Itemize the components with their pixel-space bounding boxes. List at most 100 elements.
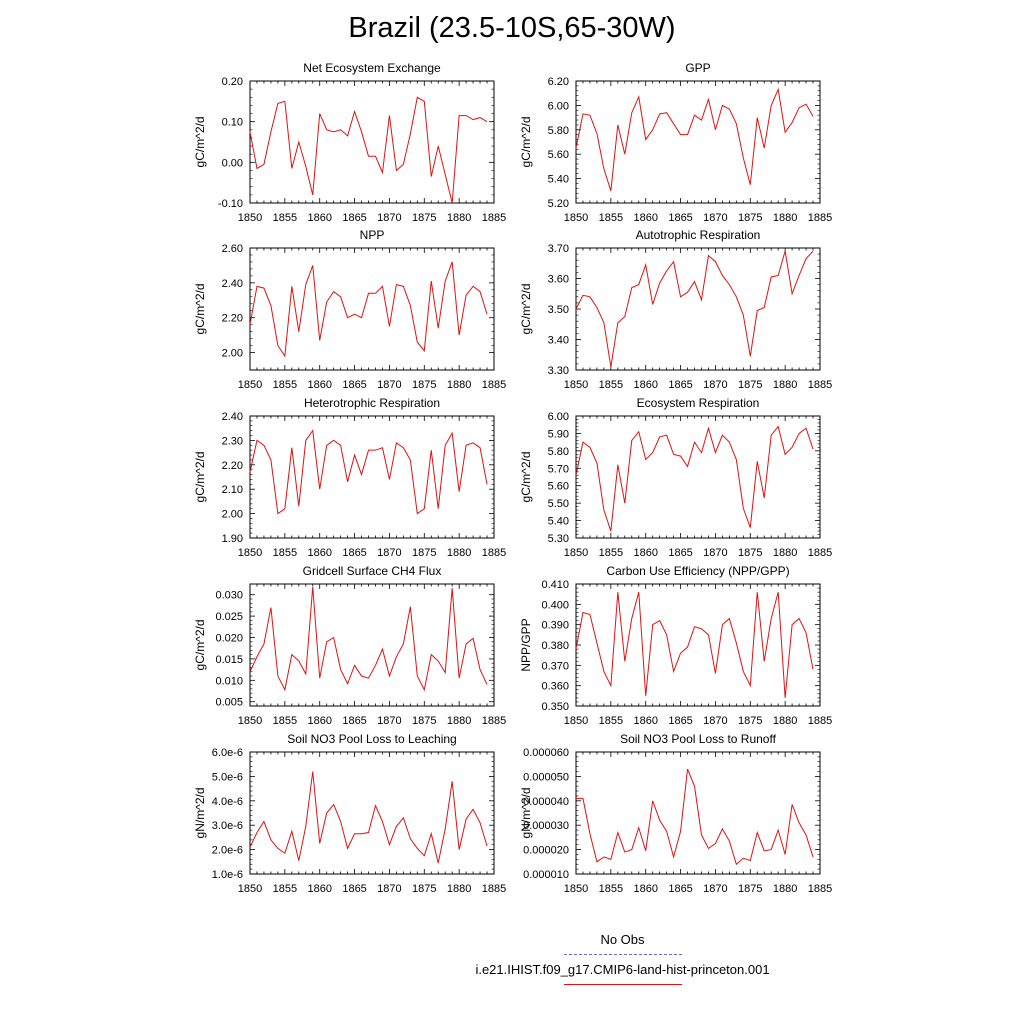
plot-frame bbox=[249, 415, 495, 539]
y-tick-label: 4.0e-6 bbox=[212, 796, 243, 808]
x-tick-label: 1870 bbox=[377, 883, 401, 895]
y-tick-label: 5.60 bbox=[548, 149, 569, 161]
y-tick-label: 5.60 bbox=[548, 481, 569, 493]
x-tick-label: 1855 bbox=[599, 883, 623, 895]
series-line bbox=[575, 250, 814, 368]
y-tick-label: 6.00 bbox=[548, 411, 569, 423]
plot-frame bbox=[575, 415, 821, 539]
y-tick-label: 0.000020 bbox=[523, 845, 569, 857]
chart-panel-2: GPP gC/m^2/d 1850 1855 1860 1865 1870 1875 1880 1… bbox=[519, 61, 832, 224]
x-tick-label: 1870 bbox=[377, 547, 401, 559]
plot-frame bbox=[249, 80, 495, 204]
x-tick-label: 1850 bbox=[238, 379, 262, 391]
series-line bbox=[575, 425, 814, 532]
x-tick-label: 1855 bbox=[273, 883, 297, 895]
x-tick-label: 1860 bbox=[307, 212, 331, 224]
x-tick-label: 1865 bbox=[668, 715, 692, 727]
x-tick-label: 1885 bbox=[808, 379, 832, 391]
x-tick-label: 1870 bbox=[703, 379, 727, 391]
x-tick-label: 1885 bbox=[808, 715, 832, 727]
series-line bbox=[249, 586, 488, 692]
panel-title: Carbon Use Efficiency (NPP/GPP) bbox=[606, 564, 789, 578]
x-tick-label: 1880 bbox=[773, 883, 797, 895]
x-tick-label: 1875 bbox=[412, 547, 436, 559]
x-tick-label: 1875 bbox=[738, 883, 762, 895]
figure-title: Brazil (23.5-10S,65-30W) bbox=[348, 12, 676, 44]
y-tick-label: 0.000030 bbox=[523, 820, 569, 832]
y-tick-label: 0.000050 bbox=[523, 771, 569, 783]
x-tick-label: 1875 bbox=[412, 883, 436, 895]
y-axis-label: gC/m^2/d bbox=[193, 117, 207, 168]
y-tick-label: 2.10 bbox=[222, 484, 243, 496]
x-tick-label: 1865 bbox=[668, 379, 692, 391]
panel-title: Soil NO3 Pool Loss to Runoff bbox=[620, 732, 777, 746]
x-tick-label: 1855 bbox=[273, 379, 297, 391]
chart-panel-8: Carbon Use Efficiency (NPP/GPP) NPP/GPP 18… bbox=[519, 564, 832, 727]
series-line bbox=[249, 429, 488, 515]
x-tick-label: 1865 bbox=[342, 212, 366, 224]
x-tick-label: 1860 bbox=[633, 883, 657, 895]
panel-title: NPP bbox=[360, 228, 385, 242]
chart-panel-10: Soil NO3 Pool Loss to Runoff gN/m^2/d 1850… bbox=[519, 732, 832, 895]
x-tick-label: 1870 bbox=[703, 212, 727, 224]
panel-title: Soil NO3 Pool Loss to Leaching bbox=[287, 732, 456, 746]
plot-frame bbox=[249, 583, 495, 707]
y-tick-label: 2.40 bbox=[222, 278, 243, 290]
y-axis-label: gC/m^2/d bbox=[519, 117, 533, 168]
y-tick-label: 0.000060 bbox=[523, 747, 569, 759]
x-tick-label: 1850 bbox=[564, 212, 588, 224]
y-tick-label: 0.000040 bbox=[523, 796, 569, 808]
y-tick-label: 0.390 bbox=[541, 620, 569, 632]
x-tick-label: 1885 bbox=[482, 379, 506, 391]
panel-title: Autotrophic Respiration bbox=[636, 228, 761, 242]
x-tick-label: 1880 bbox=[773, 212, 797, 224]
x-tick-label: 1850 bbox=[564, 883, 588, 895]
y-tick-label: 2.40 bbox=[222, 411, 243, 423]
y-tick-label: 5.80 bbox=[548, 446, 569, 458]
x-tick-label: 1870 bbox=[703, 883, 727, 895]
y-tick-label: 0.360 bbox=[541, 681, 569, 693]
series-line bbox=[249, 771, 488, 864]
y-tick-label: 0.400 bbox=[541, 599, 569, 611]
x-tick-label: 1860 bbox=[307, 715, 331, 727]
x-tick-label: 1875 bbox=[738, 547, 762, 559]
y-tick-label: 2.30 bbox=[222, 435, 243, 447]
y-tick-label: 0.00 bbox=[222, 157, 243, 169]
x-tick-label: 1865 bbox=[342, 379, 366, 391]
x-tick-label: 1880 bbox=[773, 547, 797, 559]
x-tick-label: 1880 bbox=[447, 379, 471, 391]
y-tick-label: 2.00 bbox=[222, 509, 243, 521]
y-axis-label: gC/m^2/d bbox=[519, 284, 533, 335]
x-tick-label: 1885 bbox=[808, 547, 832, 559]
y-tick-label: 0.380 bbox=[541, 640, 569, 652]
y-tick-label: 6.00 bbox=[548, 100, 569, 112]
plot-frame bbox=[575, 751, 821, 875]
x-tick-label: 1880 bbox=[773, 379, 797, 391]
y-tick-label: 0.010 bbox=[215, 675, 243, 687]
x-tick-label: 1870 bbox=[377, 715, 401, 727]
y-tick-label: 0.020 bbox=[215, 633, 243, 645]
y-tick-label: 0.015 bbox=[215, 654, 243, 666]
panel-title: Heterotrophic Respiration bbox=[304, 396, 440, 410]
x-tick-label: 1865 bbox=[668, 547, 692, 559]
x-tick-label: 1870 bbox=[703, 715, 727, 727]
y-tick-label: 1.90 bbox=[222, 533, 243, 545]
y-axis-label: gC/m^2/d bbox=[193, 284, 207, 335]
x-tick-label: 1860 bbox=[633, 547, 657, 559]
x-tick-label: 1850 bbox=[238, 715, 262, 727]
chart-panel-1: Net Ecosystem Exchange gC/m^2/d 1850 1855 18… bbox=[193, 61, 506, 224]
y-tick-label: 0.005 bbox=[215, 697, 243, 709]
y-tick-label: 2.60 bbox=[222, 243, 243, 255]
y-tick-label: 3.50 bbox=[548, 304, 569, 316]
y-axis-label: gN/m^2/d bbox=[519, 788, 533, 839]
panel-title: Net Ecosystem Exchange bbox=[303, 61, 441, 75]
plot-frame bbox=[575, 583, 821, 707]
x-tick-label: 1875 bbox=[738, 715, 762, 727]
y-axis-label: gC/m^2/d bbox=[193, 620, 207, 671]
x-tick-label: 1880 bbox=[447, 883, 471, 895]
y-tick-label: 0.025 bbox=[215, 611, 243, 623]
y-tick-label: 3.30 bbox=[548, 365, 569, 377]
x-tick-label: 1885 bbox=[482, 212, 506, 224]
plot-frame bbox=[249, 247, 495, 371]
